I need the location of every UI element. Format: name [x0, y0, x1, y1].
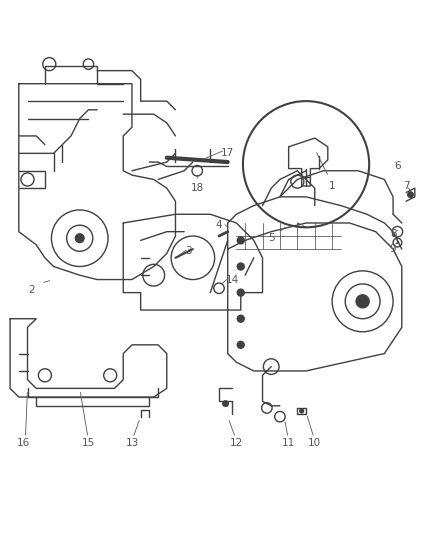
- Text: 2: 2: [28, 286, 35, 295]
- Text: 8: 8: [390, 229, 396, 239]
- Text: 15: 15: [82, 438, 95, 448]
- Text: 5: 5: [268, 233, 275, 243]
- Circle shape: [237, 263, 244, 270]
- Circle shape: [237, 341, 244, 349]
- Circle shape: [75, 234, 84, 243]
- Text: 16: 16: [17, 438, 30, 448]
- Text: 18: 18: [191, 183, 204, 193]
- Circle shape: [237, 289, 244, 296]
- Text: 6: 6: [394, 161, 401, 172]
- Text: 4: 4: [215, 220, 223, 230]
- Circle shape: [407, 191, 414, 198]
- Text: 10: 10: [308, 438, 321, 448]
- Text: 3: 3: [185, 246, 192, 256]
- Circle shape: [299, 408, 304, 414]
- Circle shape: [222, 400, 229, 407]
- Text: 13: 13: [125, 438, 138, 448]
- Text: 7: 7: [403, 181, 410, 191]
- Text: 12: 12: [230, 438, 243, 448]
- Circle shape: [237, 315, 244, 322]
- Text: 11: 11: [282, 438, 295, 448]
- Text: 1: 1: [329, 181, 336, 191]
- Circle shape: [356, 295, 369, 308]
- Text: 9: 9: [390, 244, 396, 254]
- Text: 14: 14: [226, 274, 239, 285]
- Circle shape: [237, 237, 244, 244]
- Text: 17: 17: [221, 148, 234, 158]
